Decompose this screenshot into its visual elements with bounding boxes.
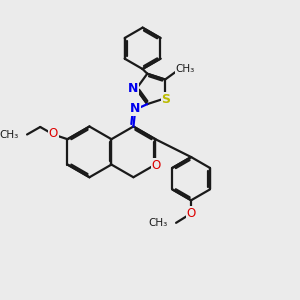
Text: O: O: [187, 207, 196, 220]
Text: O: O: [152, 159, 161, 172]
Text: N: N: [128, 82, 139, 95]
Text: S: S: [162, 93, 171, 106]
Text: CH₃: CH₃: [148, 218, 168, 228]
Text: CH₃: CH₃: [176, 64, 195, 74]
Text: O: O: [49, 127, 58, 140]
Text: N: N: [130, 102, 140, 115]
Text: CH₃: CH₃: [0, 130, 19, 140]
